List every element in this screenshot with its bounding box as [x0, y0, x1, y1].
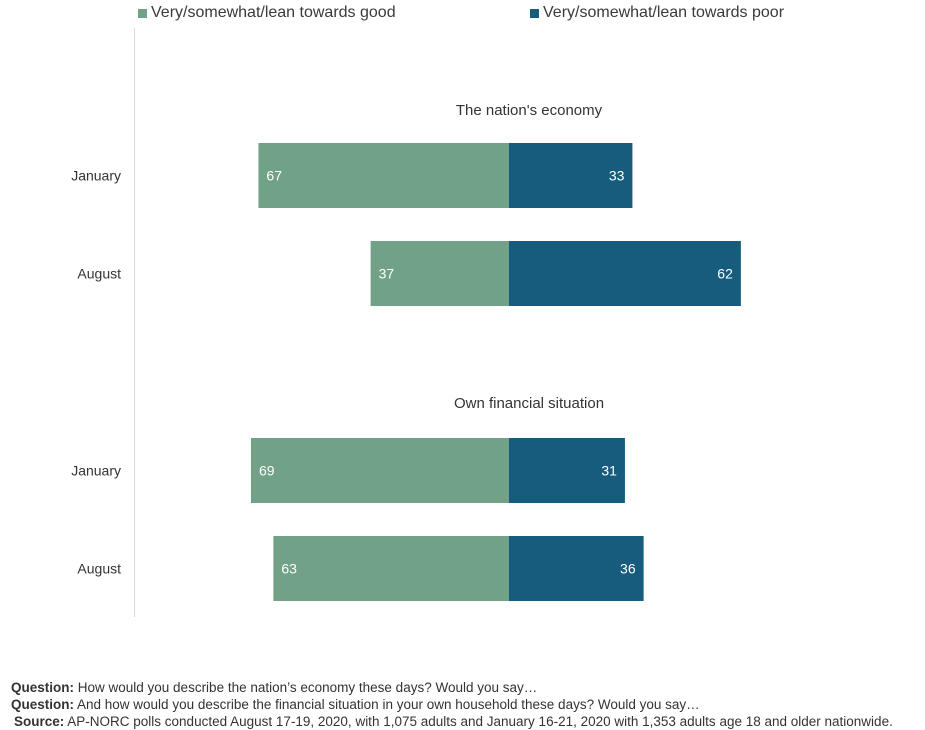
- note-label: Question:: [11, 680, 74, 695]
- note-source: Source: AP-NORC polls conducted August 1…: [11, 713, 925, 730]
- chart-notes: Question: How would you describe the nat…: [11, 679, 925, 730]
- bar-good: [258, 143, 509, 208]
- bar-good: [250, 438, 509, 503]
- category-label: August: [77, 561, 121, 577]
- data-label-good: 69: [259, 463, 275, 479]
- diverging-bar-chart: The nation's economy January 67 33 August 37 6…: [71, 28, 741, 617]
- category-label: August: [77, 266, 121, 282]
- category-label: January: [71, 463, 121, 479]
- note-text: How would you describe the nation’s econ…: [74, 680, 538, 695]
- data-label-poor: 62: [717, 266, 733, 282]
- note-label: Question:: [11, 697, 74, 712]
- legend-label-poor: Very/somewhat/lean towards poor: [543, 4, 785, 21]
- legend-swatch-good: [138, 8, 147, 18]
- group-title: Own financial situation: [454, 395, 604, 412]
- data-label-poor: 31: [601, 463, 617, 479]
- bar-poor: [509, 536, 644, 601]
- data-label-poor: 36: [620, 561, 636, 577]
- bar-poor: [509, 241, 741, 306]
- note-question-1: Question: How would you describe the nat…: [11, 679, 925, 696]
- bar-poor: [509, 143, 633, 208]
- note-question-2: Question: And how would you describe the…: [11, 696, 925, 713]
- data-label-poor: 33: [609, 168, 625, 184]
- data-label-good: 63: [281, 561, 297, 577]
- chart-legend: Very/somewhat/lean towards good Very/som…: [138, 4, 784, 22]
- bar-poor: [509, 438, 625, 503]
- note-text: AP-NORC polls conducted August 17-19, 20…: [64, 714, 893, 729]
- data-label-good: 37: [379, 266, 395, 282]
- legend-item-poor: Very/somewhat/lean towards poor: [530, 4, 784, 22]
- legend-label-good: Very/somewhat/lean towards good: [151, 4, 396, 21]
- legend-swatch-poor: [530, 8, 539, 18]
- group-title: The nation's economy: [456, 102, 603, 119]
- bar-good: [273, 536, 509, 601]
- legend-item-good: Very/somewhat/lean towards good: [138, 4, 396, 22]
- data-label-good: 67: [266, 168, 282, 184]
- bar-good: [370, 241, 509, 306]
- note-text: And how would you describe the financial…: [74, 697, 700, 712]
- category-label: January: [71, 168, 121, 184]
- note-label: Source:: [14, 714, 65, 729]
